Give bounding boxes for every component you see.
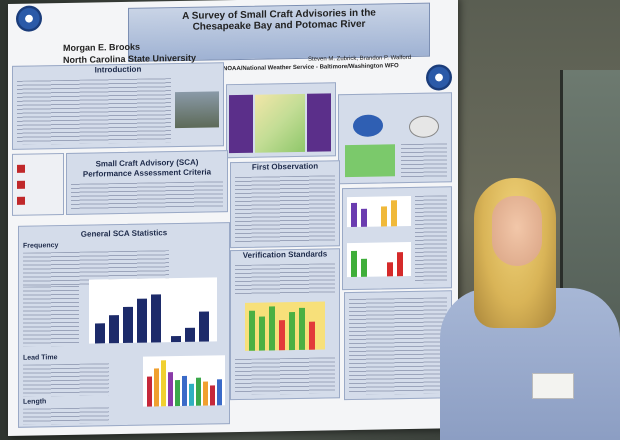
poster-title: A Survey of Small Craft Advisories in th… xyxy=(129,7,429,34)
frequency-bar xyxy=(123,306,133,343)
verification-chart xyxy=(245,301,325,351)
verification-bar xyxy=(249,310,255,351)
frequency-bar xyxy=(109,315,119,344)
verification-bar xyxy=(309,321,315,350)
first-observation-heading: First Observation xyxy=(251,161,319,172)
right-bottom-text xyxy=(349,297,447,396)
intro-panel: Introduction xyxy=(12,62,224,150)
right-top-text xyxy=(401,143,447,179)
verification-bar xyxy=(269,306,275,351)
first-observation-panel: First Observation xyxy=(230,160,340,249)
red-bar xyxy=(397,252,403,277)
research-poster: A Survey of Small Craft Advisories in th… xyxy=(8,0,458,436)
lead-time-chart xyxy=(143,355,225,407)
right-middle-panel xyxy=(342,186,452,291)
green-bar xyxy=(361,258,367,277)
frequency-bar xyxy=(171,335,181,343)
frequency-notes xyxy=(23,285,79,347)
lead-time-text xyxy=(23,363,109,397)
frequency-bar xyxy=(199,311,209,342)
lead-time-bar xyxy=(189,383,194,406)
map-legend-left xyxy=(229,94,253,154)
lead-time-bar xyxy=(161,360,166,407)
presenter-person xyxy=(440,178,620,440)
lead-time-bar xyxy=(154,368,159,407)
lead-time-bar xyxy=(217,379,222,406)
length-text xyxy=(23,407,109,425)
pie-chart-right xyxy=(409,115,439,139)
legend-swatch-1 xyxy=(17,164,25,173)
lead-time-bar xyxy=(203,381,208,406)
orange-bar xyxy=(391,200,397,227)
legend-swatch-3 xyxy=(17,196,25,205)
lead-time-bar xyxy=(196,377,201,406)
noaa-logo-left xyxy=(16,5,42,32)
sca-legend xyxy=(12,153,64,216)
map-panel xyxy=(226,82,336,159)
lead-time-bar xyxy=(168,372,173,407)
general-stats-heading: General SCA Statistics xyxy=(80,228,168,239)
sca-criteria-title: Small Craft Advisory (SCA) Performance A… xyxy=(67,157,227,180)
lead-time-heading: Lead Time xyxy=(23,354,58,362)
poster-coauthors: Steven M. Zubrick, Brandon P. Walford xyxy=(308,54,412,63)
intro-text xyxy=(17,78,171,145)
map-legend-right xyxy=(307,93,331,152)
lead-time-bar xyxy=(147,376,152,407)
frequency-heading: Frequency xyxy=(23,242,59,250)
frequency-bar xyxy=(151,294,161,343)
chesapeake-map xyxy=(255,93,305,153)
sca-criteria-panel: Small Craft Advisory (SCA) Performance A… xyxy=(66,150,228,215)
lead-time-bar xyxy=(175,379,180,407)
lead-time-bar xyxy=(210,385,215,406)
green-table xyxy=(345,144,395,178)
verification-bar xyxy=(299,307,305,350)
name-badge xyxy=(532,373,574,399)
frequency-bar xyxy=(137,298,147,343)
frequency-bar xyxy=(185,327,195,342)
purple-bar xyxy=(351,202,357,228)
purple-bar xyxy=(361,208,367,227)
sca-criteria-text xyxy=(71,181,223,210)
intro-heading: Introduction xyxy=(94,64,142,75)
frequency-chart xyxy=(89,277,217,344)
intro-photo xyxy=(175,91,219,129)
verification-bar xyxy=(289,311,295,351)
verification-bar xyxy=(259,316,265,351)
poster-author: Morgan E. Brooks xyxy=(63,41,141,54)
right-top-panel xyxy=(338,92,452,185)
red-bar xyxy=(387,262,393,277)
verification-heading: Verification Standards xyxy=(242,249,328,260)
noaa-logo-right xyxy=(426,64,452,91)
length-heading: Length xyxy=(23,398,47,406)
verification-bar xyxy=(279,320,285,351)
right-bottom-panel xyxy=(344,290,452,401)
lead-time-bar xyxy=(182,375,187,406)
presenter-face xyxy=(492,196,542,266)
verification-panel: Verification Standards xyxy=(230,248,340,401)
sca-criteria-title-line-2: Performance Assessment Criteria xyxy=(82,167,212,179)
verification-text xyxy=(235,263,335,296)
legend-swatch-2 xyxy=(17,180,25,189)
pie-chart-left xyxy=(353,114,383,137)
green-bar xyxy=(351,250,357,278)
green-red-chart xyxy=(347,241,411,278)
frequency-bar xyxy=(95,323,105,344)
poster-affiliation: NOAA/National Weather Service - Baltimor… xyxy=(223,63,399,73)
first-observation-text xyxy=(235,175,335,244)
purple-chart xyxy=(347,195,411,228)
general-stats-panel: General SCA Statistics Frequency Lead Ti… xyxy=(18,222,230,428)
orange-bar xyxy=(381,206,387,227)
verification-notes xyxy=(235,357,335,396)
